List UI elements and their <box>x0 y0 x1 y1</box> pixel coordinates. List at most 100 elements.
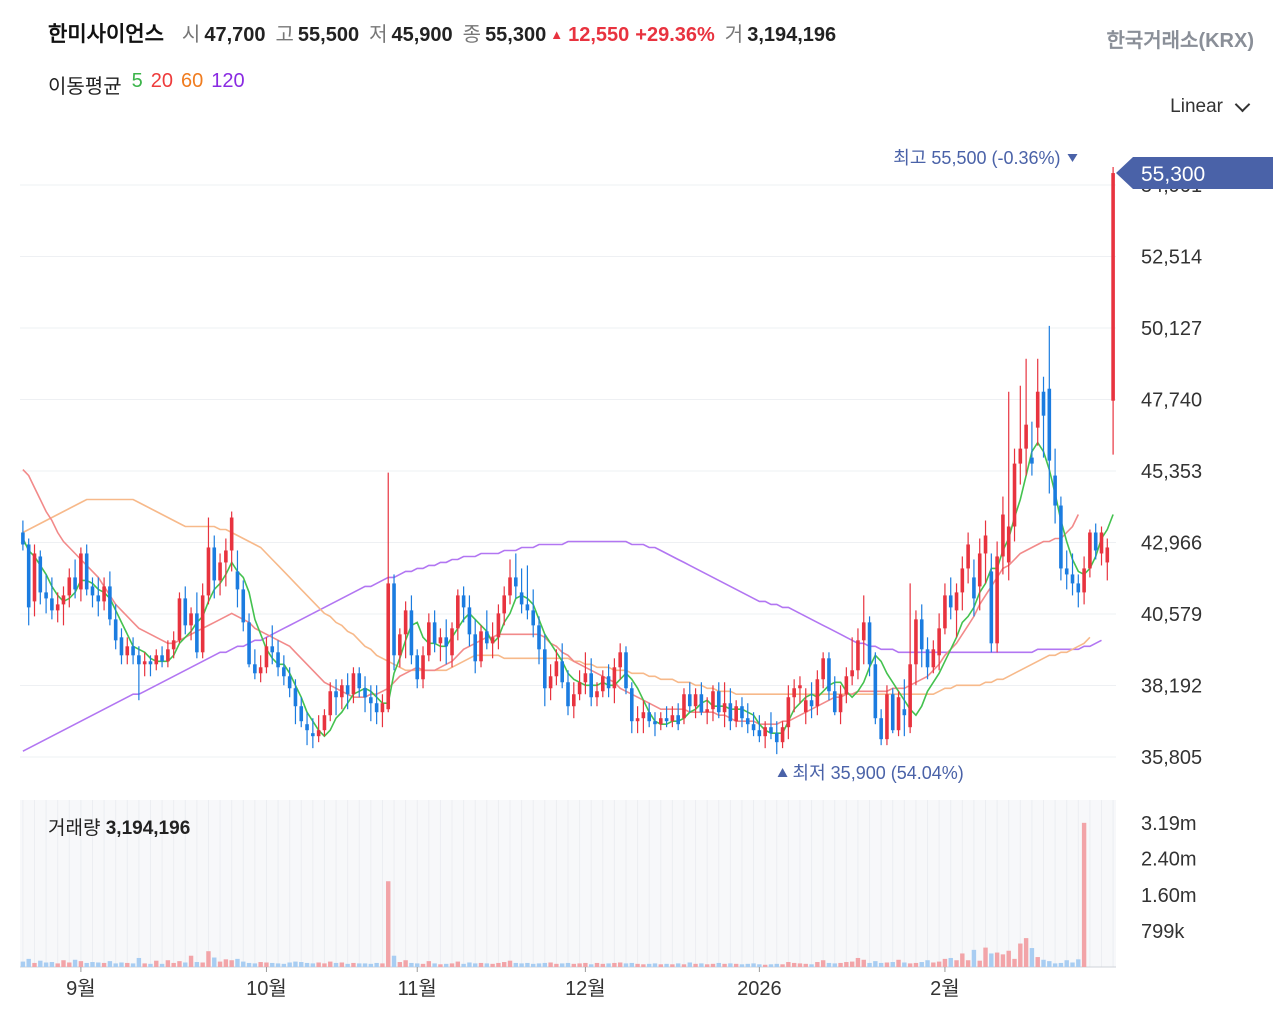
candle-body <box>26 544 31 608</box>
volume-bar <box>154 960 159 967</box>
volume-bar <box>588 964 594 967</box>
volume-bar <box>72 959 78 967</box>
volume-bar <box>1029 948 1035 967</box>
volume-bar <box>130 963 136 967</box>
candle-body <box>641 712 646 719</box>
candle-body <box>183 598 188 626</box>
candle-body <box>61 595 66 605</box>
candle-body <box>827 658 831 692</box>
candle-body <box>113 619 118 641</box>
y-axis-tick-label: 45,353 <box>1141 461 1202 483</box>
candle-body <box>867 622 872 665</box>
candle-body <box>699 694 704 713</box>
volume-bar <box>525 962 530 967</box>
candle-body <box>635 718 640 722</box>
candle-body <box>461 595 466 608</box>
volume-bar <box>200 962 205 967</box>
volume-bar <box>281 963 287 967</box>
volume-bar <box>710 963 716 967</box>
volume-tick-label: 2.40m <box>1141 849 1197 871</box>
volume-bar <box>333 962 339 967</box>
candle-body <box>995 556 999 644</box>
candle-body <box>774 733 779 743</box>
candle-body <box>1053 475 1057 506</box>
exchange-name: 한국거래소(KRX) <box>1106 30 1254 52</box>
volume-bar <box>20 961 26 967</box>
candle-body <box>676 715 680 725</box>
candle-body <box>154 655 159 665</box>
volume-bar <box>351 962 356 967</box>
volume-bar <box>612 962 617 967</box>
candle-body <box>960 568 965 593</box>
x-axis-tick-label: 12월 <box>565 977 606 1000</box>
volume-bar <box>299 962 304 967</box>
candle-body <box>125 646 130 656</box>
candle-body <box>212 547 217 581</box>
candle-body <box>450 628 454 656</box>
volume-bar <box>1064 960 1069 967</box>
volume-bar <box>374 962 379 967</box>
candle-body <box>1076 583 1081 593</box>
y-axis-tick-label: 50,127 <box>1141 318 1202 340</box>
candle-body <box>241 589 246 623</box>
candle-body <box>270 646 275 653</box>
volume-bar <box>322 963 327 967</box>
candle-body <box>780 727 785 743</box>
candle-body <box>554 661 559 677</box>
candle-body <box>716 691 721 713</box>
ma-5-label[interactable]: 5 <box>131 70 143 92</box>
volume-bar <box>739 964 745 967</box>
up-arrow-icon: ▲ <box>550 27 564 42</box>
volume-bar <box>994 952 1000 967</box>
volume-bar <box>513 962 519 967</box>
volume-bar <box>971 949 977 967</box>
volume-bar <box>409 962 414 967</box>
volume-bar <box>844 962 849 967</box>
volume-bar <box>699 963 704 967</box>
volume-bar <box>32 962 37 967</box>
volume-bar <box>907 963 913 967</box>
stock-name[interactable]: 한미사이언스 <box>48 23 164 46</box>
candle-body <box>351 673 356 695</box>
ma-legend-label: 이동평균 <box>48 76 122 98</box>
volume-bar <box>1047 961 1052 967</box>
candle-body <box>1035 391 1040 428</box>
candle-body <box>1059 505 1063 569</box>
volume-tick-label: 1.60m <box>1141 885 1197 907</box>
high-price-marker: 최고 55,500 (-0.36%) <box>893 148 1060 168</box>
volume-bar <box>171 962 176 967</box>
candle-body <box>844 676 849 695</box>
volume-bar <box>1058 962 1064 967</box>
candle-body <box>490 637 495 644</box>
volume-bar <box>965 960 971 967</box>
volume-panel-label: 거래량 3,194,196 <box>48 813 190 840</box>
volume-bar <box>635 963 640 967</box>
candle-body <box>815 679 820 707</box>
volume-bar <box>861 959 866 967</box>
volume-bar <box>270 962 275 967</box>
volume-bar <box>641 964 646 967</box>
low-label: 저 <box>369 24 388 46</box>
volume-bar <box>380 963 385 967</box>
candle-body <box>919 619 924 650</box>
ma-20-label[interactable]: 20 <box>150 70 173 92</box>
candle-body <box>734 706 738 722</box>
volume-bar <box>38 960 43 967</box>
volume-bar <box>212 957 217 967</box>
candle-body <box>664 718 669 722</box>
scale-dropdown[interactable]: Linear <box>1170 96 1251 118</box>
ma-120-label[interactable]: 120 <box>211 70 245 92</box>
volume-bar <box>919 962 924 967</box>
volume-bar <box>136 957 142 967</box>
candle-body <box>705 709 709 713</box>
volume-bar <box>264 962 269 967</box>
volume-bar <box>449 963 455 967</box>
candle-body <box>409 610 414 656</box>
candle-body <box>67 577 72 596</box>
candle-body <box>809 700 814 707</box>
ma-60-label[interactable]: 60 <box>180 70 204 92</box>
candle-body <box>1041 391 1046 416</box>
volume-bar <box>519 963 524 967</box>
candle-body <box>606 676 611 689</box>
